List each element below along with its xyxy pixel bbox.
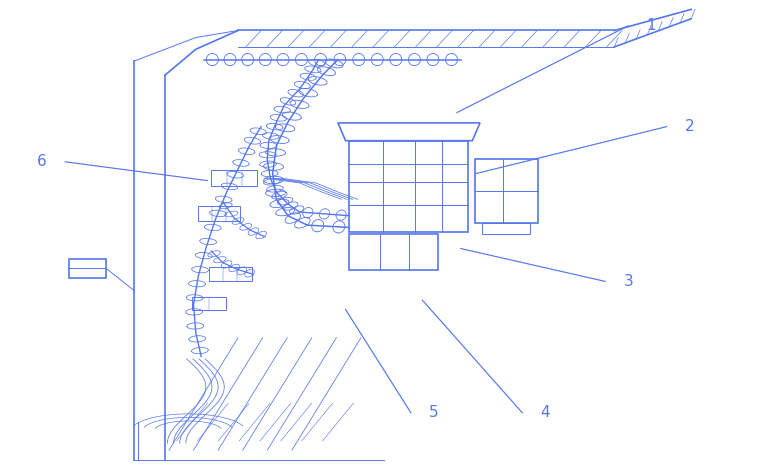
Bar: [69, 259, 106, 278]
Bar: [209, 267, 251, 281]
Bar: [349, 141, 468, 232]
Text: 3: 3: [624, 274, 633, 289]
Text: 5: 5: [429, 405, 439, 420]
Bar: [211, 170, 257, 187]
Bar: [475, 159, 538, 223]
Bar: [192, 297, 226, 310]
Text: 6: 6: [38, 154, 47, 169]
Text: 2: 2: [685, 119, 694, 134]
Bar: [197, 206, 240, 221]
Bar: [349, 234, 438, 270]
Text: 4: 4: [541, 405, 550, 420]
Bar: [482, 223, 530, 234]
Text: 1: 1: [647, 18, 656, 33]
